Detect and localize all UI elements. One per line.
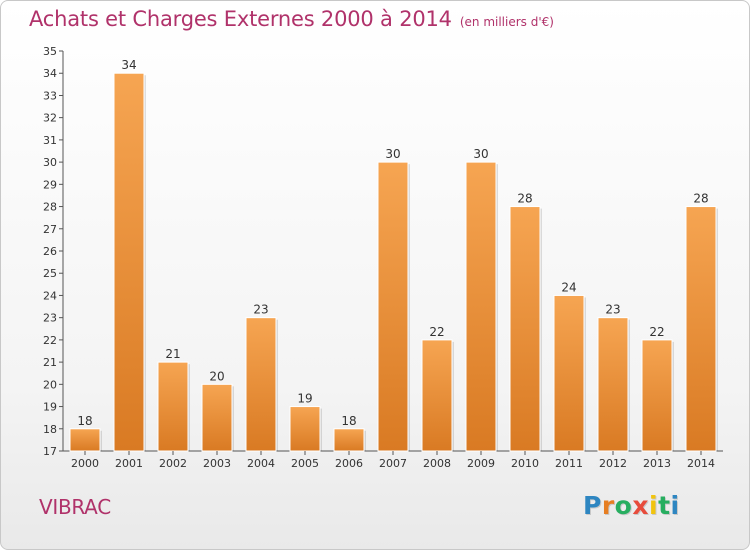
x-tick-label: 2009 bbox=[467, 457, 495, 470]
bar bbox=[201, 383, 233, 452]
x-tick-label: 2006 bbox=[335, 457, 363, 470]
bar bbox=[157, 361, 189, 452]
data-label: 18 bbox=[341, 414, 356, 428]
bar bbox=[245, 317, 277, 452]
data-label: 20 bbox=[209, 369, 224, 383]
logo-letter: r bbox=[601, 491, 615, 520]
data-label: 23 bbox=[605, 303, 620, 317]
y-tick-label: 19 bbox=[43, 401, 57, 414]
bar bbox=[289, 406, 321, 452]
y-tick-label: 29 bbox=[43, 178, 57, 191]
x-tick-label: 2014 bbox=[687, 457, 715, 470]
x-tick-label: 2013 bbox=[643, 457, 671, 470]
x-tick-label: 2010 bbox=[511, 457, 539, 470]
y-tick-label: 20 bbox=[43, 378, 57, 391]
x-tick-label: 2003 bbox=[203, 457, 231, 470]
y-tick-label: 34 bbox=[43, 67, 57, 80]
y-tick-label: 24 bbox=[43, 289, 57, 302]
data-label: 28 bbox=[693, 192, 708, 206]
x-tick-label: 2000 bbox=[71, 457, 99, 470]
y-tick-label: 27 bbox=[43, 223, 57, 236]
logo-letter: i bbox=[670, 491, 680, 520]
x-tick-label: 2007 bbox=[379, 457, 407, 470]
bar bbox=[465, 161, 497, 452]
chart-title-text: Achats et Charges Externes 2000 à 2014 bbox=[29, 7, 452, 31]
x-tick-label: 2011 bbox=[555, 457, 583, 470]
data-label: 30 bbox=[473, 147, 488, 161]
bar bbox=[509, 206, 541, 452]
y-tick-label: 31 bbox=[43, 134, 57, 147]
y-tick-label: 33 bbox=[43, 89, 57, 102]
bar bbox=[333, 428, 365, 452]
chart-title: Achats et Charges Externes 2000 à 2014 (e… bbox=[29, 7, 554, 31]
data-label: 23 bbox=[253, 303, 268, 317]
data-label: 19 bbox=[297, 392, 312, 406]
y-tick-label: 30 bbox=[43, 156, 57, 169]
bar bbox=[113, 72, 145, 452]
y-tick-label: 32 bbox=[43, 112, 57, 125]
x-tick-label: 2005 bbox=[291, 457, 319, 470]
logo-letter: i bbox=[649, 491, 659, 520]
commune-name: VIBRAC bbox=[39, 495, 111, 519]
x-tick-label: 2012 bbox=[599, 457, 627, 470]
x-tick-label: 2002 bbox=[159, 457, 187, 470]
y-tick-label: 23 bbox=[43, 312, 57, 325]
data-label: 22 bbox=[429, 325, 444, 339]
y-tick-label: 26 bbox=[43, 245, 57, 258]
bar bbox=[641, 339, 673, 452]
bar bbox=[597, 317, 629, 452]
data-label: 24 bbox=[561, 280, 576, 294]
logo-letter: P bbox=[583, 491, 602, 520]
bar bbox=[685, 206, 717, 452]
y-tick-label: 28 bbox=[43, 201, 57, 214]
bar bbox=[377, 161, 409, 452]
y-tick-label: 18 bbox=[43, 423, 57, 436]
data-label: 28 bbox=[517, 192, 532, 206]
x-tick-label: 2001 bbox=[115, 457, 143, 470]
chart-unit: (en milliers d'€) bbox=[459, 15, 554, 29]
logo-letter: x bbox=[632, 491, 649, 520]
bar bbox=[553, 294, 585, 452]
x-tick-label: 2008 bbox=[423, 457, 451, 470]
y-tick-label: 17 bbox=[43, 445, 57, 458]
data-label: 34 bbox=[121, 58, 136, 72]
logo-letter: t bbox=[658, 491, 671, 520]
y-tick-label: 22 bbox=[43, 334, 57, 347]
bar bbox=[421, 339, 453, 452]
y-tick-label: 25 bbox=[43, 267, 57, 280]
data-label: 22 bbox=[649, 325, 664, 339]
y-tick-label: 21 bbox=[43, 356, 57, 369]
x-tick-label: 2004 bbox=[247, 457, 275, 470]
data-label: 21 bbox=[165, 347, 180, 361]
bar bbox=[69, 428, 101, 452]
data-label: 30 bbox=[385, 147, 400, 161]
y-tick-label: 35 bbox=[43, 45, 57, 58]
logo-letter: o bbox=[614, 491, 633, 520]
proxiti-logo: Proxiti bbox=[583, 491, 680, 520]
data-label: 18 bbox=[77, 414, 92, 428]
